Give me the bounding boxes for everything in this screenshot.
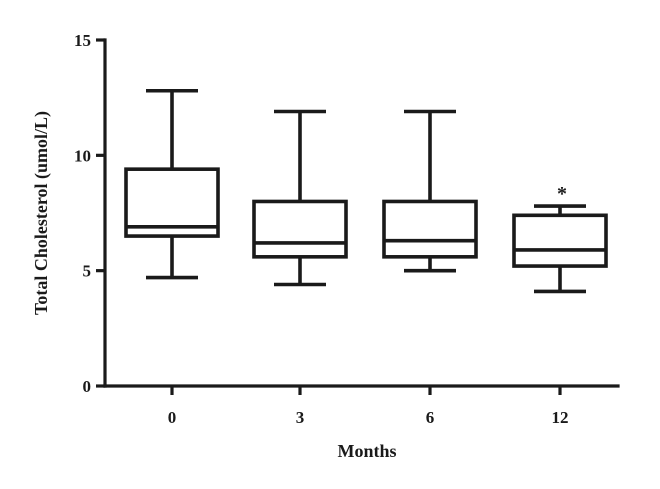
box-group (124, 88, 220, 280)
iqr-box (512, 213, 608, 268)
x-ticks: 0 3 6 12 (168, 386, 569, 427)
significance-marker: * (557, 183, 567, 205)
iqr-box (124, 167, 220, 238)
x-tick-label: 6 (426, 408, 435, 427)
x-tick-label: 3 (296, 408, 305, 427)
axes (103, 38, 620, 388)
y-tick-label: 10 (74, 146, 91, 165)
box-group (252, 109, 348, 287)
iqr-box (382, 199, 478, 259)
boxes: * (124, 88, 608, 294)
y-ticks: 0 5 10 15 (74, 31, 105, 396)
box-group (382, 109, 478, 273)
y-axis-title: Total Cholesterol (umol/L) (31, 111, 52, 315)
y-tick-label: 5 (83, 262, 92, 281)
x-tick-label: 0 (168, 408, 177, 427)
y-tick-label: 15 (74, 31, 91, 50)
iqr-box (252, 199, 348, 259)
y-tick-label: 0 (83, 377, 92, 396)
box-group: * (512, 183, 608, 294)
x-tick-label: 12 (552, 408, 569, 427)
x-axis-title: Months (337, 441, 396, 461)
